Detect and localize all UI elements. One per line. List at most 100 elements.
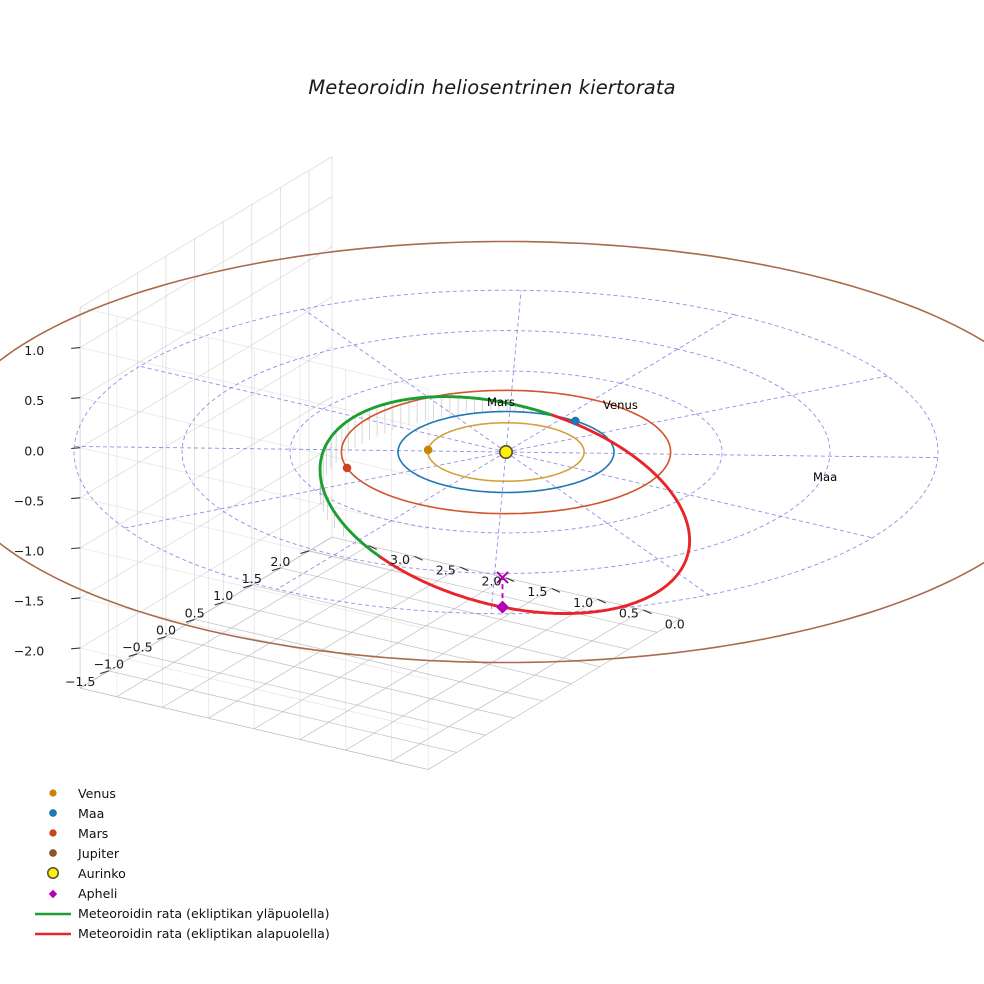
legend-entry[interactable]: Aurinko <box>30 863 330 883</box>
pane-gridline <box>299 588 553 740</box>
legend-entry[interactable]: Jupiter <box>30 843 330 863</box>
polar-ring <box>181 330 831 574</box>
polar-spoke <box>74 445 507 453</box>
legend-entry[interactable]: Mars <box>30 823 330 843</box>
legend-entry-label: Maa <box>78 805 105 821</box>
x-axis-tick <box>300 550 310 555</box>
x-axis-tick-label: 1.5 <box>242 571 262 586</box>
marker-aurinko <box>498 444 513 459</box>
point-label-venus: Venus <box>603 398 638 412</box>
legend-entry[interactable]: Maa <box>30 803 330 823</box>
meteoroid-orbit-group <box>318 395 692 615</box>
polar-spoke <box>505 375 888 453</box>
y-axis-tick <box>505 577 515 583</box>
polar-spoke <box>490 451 507 614</box>
y-axis-tick-label: 2.5 <box>436 563 456 578</box>
pane-gridline <box>79 536 333 689</box>
page-title: Meteoroidin heliosentrinen kiertorata <box>308 76 676 99</box>
pane-gridline <box>162 556 415 708</box>
pane-gridline <box>79 536 333 689</box>
z-axis-tick-label: −1.0 <box>14 543 45 558</box>
z-axis-tick <box>71 347 81 349</box>
polar-spoke <box>276 451 507 590</box>
polar-grid-group <box>73 289 939 615</box>
legend-entry[interactable]: Meteoroidin rata (ekliptikan yläpuolella… <box>30 904 330 924</box>
polar-spoke <box>505 451 873 539</box>
legend-entry[interactable]: Apheli <box>30 883 330 903</box>
x-axis-tick-label: −1.5 <box>65 674 96 689</box>
x-axis-tick-label: 1.0 <box>213 588 233 603</box>
meteoroid-orbit-below <box>379 413 692 615</box>
x-axis-tick <box>214 601 224 606</box>
legend-marker-mars <box>30 825 76 841</box>
orbit-jupiter <box>0 240 984 664</box>
pane-gridline <box>80 497 429 580</box>
z-axis-tick-label: −2.0 <box>14 644 45 659</box>
polar-spoke <box>505 451 938 459</box>
y-axis-tick-label: 3.0 <box>390 552 410 567</box>
legend-entry-label: Jupiter <box>78 845 120 861</box>
pane-gridline <box>80 397 429 480</box>
y-axis-tick-label: 0.0 <box>665 616 685 631</box>
marker-apheli <box>496 600 510 614</box>
axis-ticks-group: −2.0−1.5−1.0−0.50.00.51.0−1.5−1.0−0.50.0… <box>14 343 685 689</box>
pane-gridline <box>116 545 369 697</box>
orbit-venus <box>427 421 585 483</box>
z-axis-tick <box>71 497 81 500</box>
polar-spoke <box>505 290 522 453</box>
x-axis-tick <box>185 618 195 623</box>
legend-entry-label: Venus <box>78 785 116 801</box>
axis-panes-group <box>79 156 681 770</box>
pane-gridline <box>79 496 333 649</box>
y-axis-tick <box>597 598 606 604</box>
x-axis-tick <box>243 584 252 589</box>
pane-gridline <box>345 598 598 751</box>
pane-gridline <box>80 447 429 530</box>
z-axis-tick-label: −1.5 <box>14 594 45 609</box>
legend-entry[interactable]: Meteoroidin rata (ekliptikan alapuolella… <box>30 924 330 944</box>
apheli-projection-x-icon <box>496 571 509 584</box>
x-axis-tick <box>271 567 281 572</box>
x-axis-tick-label: 0.0 <box>156 622 176 637</box>
pane-gridline <box>80 547 429 630</box>
pane-gridline <box>79 396 333 549</box>
z-axis-tick <box>71 397 81 399</box>
y-axis-tick-label: 2.0 <box>482 573 502 588</box>
x-axis-tick <box>157 636 167 640</box>
orbit-maa <box>397 410 615 494</box>
z-axis-tick <box>71 647 81 650</box>
pane-gridline <box>253 577 507 730</box>
z-axis-tick-label: 0.5 <box>24 393 44 408</box>
pane-gridline <box>80 687 429 770</box>
marker-venus <box>423 445 433 455</box>
polar-spoke <box>505 314 736 453</box>
y-axis-tick <box>551 588 561 593</box>
x-axis-tick <box>128 653 138 657</box>
legend-entry-label: Mars <box>78 825 109 841</box>
legend-marker-maa <box>30 805 76 821</box>
pane-gridline <box>427 618 681 770</box>
body-markers-group <box>342 416 580 614</box>
legend-marker-jupiter <box>30 845 76 861</box>
marker-mars <box>342 463 352 473</box>
legend-entry-label: Meteoroidin rata (ekliptikan alapuolella… <box>78 926 330 942</box>
pane-gridline <box>391 609 644 762</box>
y-axis-tick <box>643 609 652 615</box>
x-axis-tick <box>99 670 109 675</box>
legend-marker-venus <box>30 785 76 801</box>
legend-entry-label: Apheli <box>78 886 118 902</box>
meteoroid-orbit-above <box>318 395 509 559</box>
x-axis-tick-label: −0.5 <box>122 640 153 655</box>
z-axis-tick-label: 0.0 <box>24 443 44 458</box>
meteoroid-orbit-above <box>505 401 552 416</box>
polar-spoke <box>124 451 507 529</box>
legend-marker-aurinko <box>30 865 76 881</box>
legend-line-above <box>30 906 76 922</box>
pane-gridline <box>79 296 333 449</box>
y-axis-tick <box>368 545 378 550</box>
legend-line-below <box>30 926 76 942</box>
pane-gridline <box>208 566 461 719</box>
polar-spoke <box>505 451 710 596</box>
legend-entry[interactable]: Venus <box>30 783 330 803</box>
